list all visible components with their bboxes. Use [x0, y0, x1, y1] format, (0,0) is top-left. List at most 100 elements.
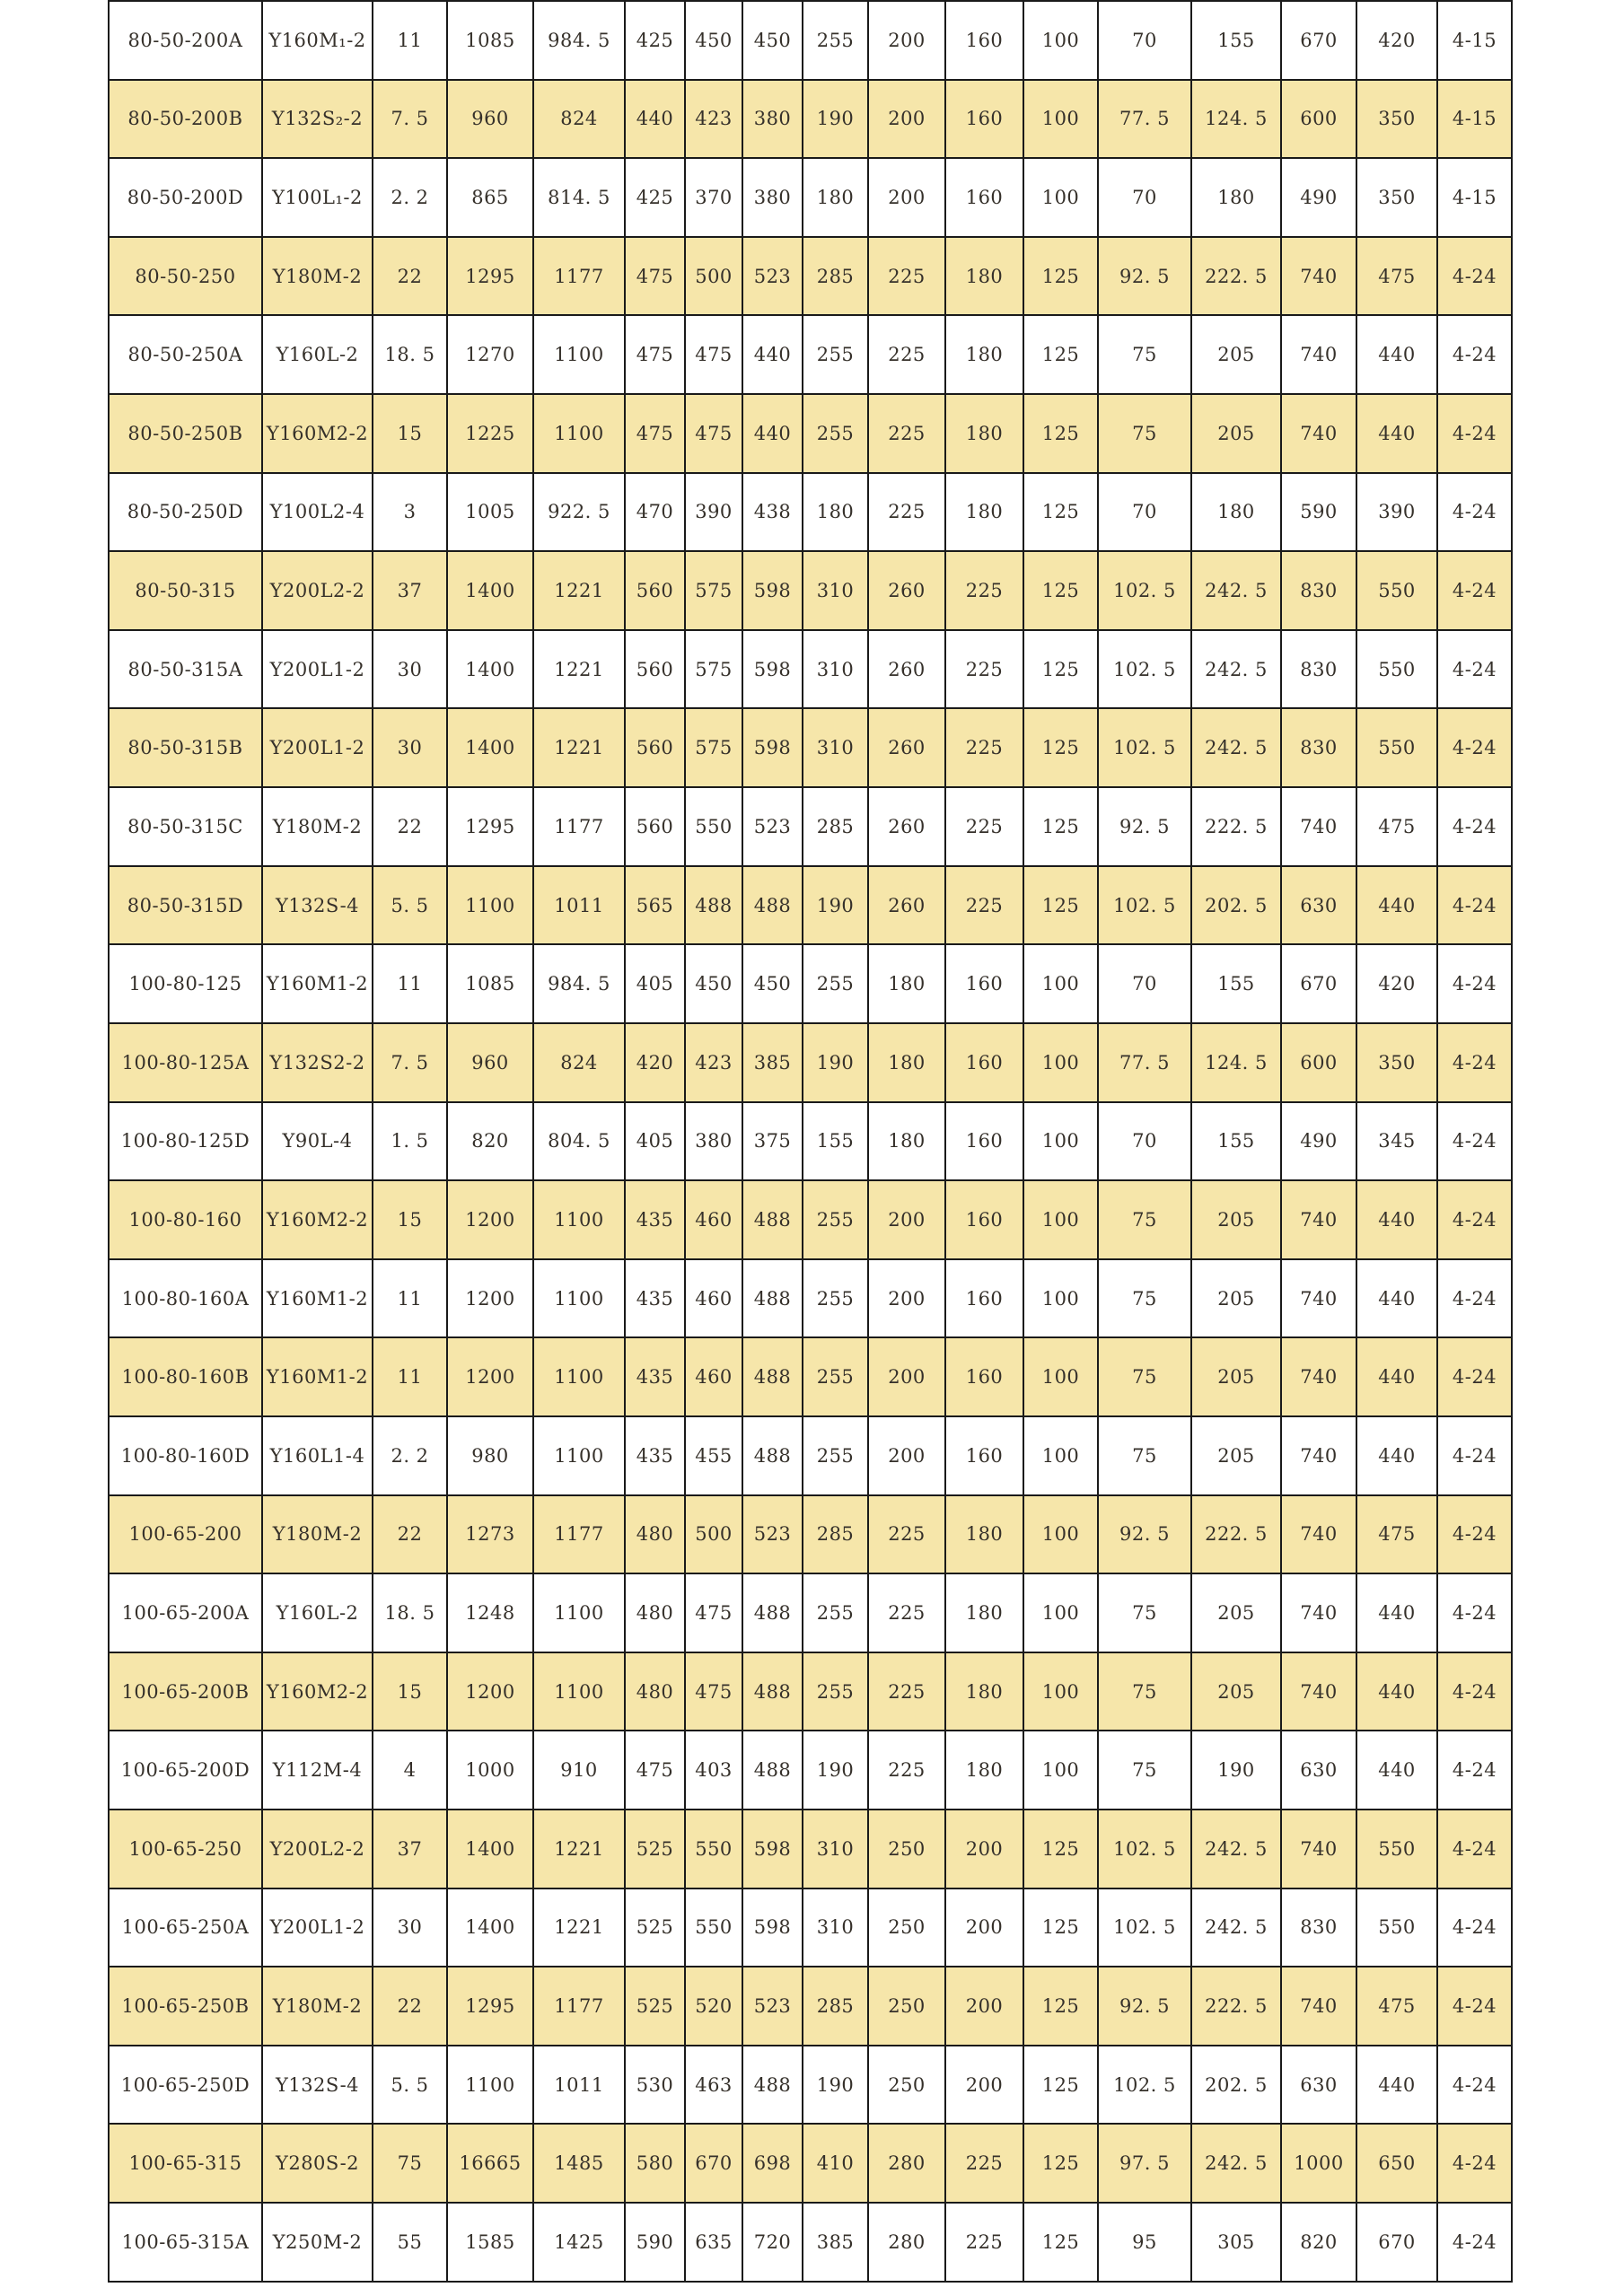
table-cell: 180	[946, 1495, 1024, 1575]
table-cell: 225	[869, 1652, 946, 1732]
table-cell: 523	[743, 1495, 803, 1575]
table-cell: 260	[869, 709, 946, 789]
table-cell: 180	[946, 1652, 1024, 1732]
table-cell: 180	[869, 1023, 946, 1103]
table-cell: 92. 5	[1099, 237, 1192, 317]
table-cell: 1221	[534, 709, 626, 789]
table-cell: 550	[1357, 630, 1438, 710]
table-cell: Y100L₁-2	[263, 159, 373, 238]
table-cell: 560	[626, 709, 686, 789]
table-cell: 450	[686, 2, 743, 81]
table-cell: 190	[803, 866, 869, 946]
table-row: 80-50-315A Y200L1-2 30 1400 1221 560 575 598 310…	[110, 630, 1513, 710]
table-cell: 125	[1024, 2125, 1099, 2204]
table-cell: 30	[373, 709, 448, 789]
table-cell: 670	[1357, 2204, 1438, 2283]
table-cell: 125	[1024, 1889, 1099, 1968]
table-cell: 475	[626, 1731, 686, 1811]
table-cell: 205	[1192, 1574, 1282, 1653]
table-cell: 80-50-315A	[110, 630, 263, 710]
table-cell: 100	[1024, 2, 1099, 81]
table-cell: 475	[1357, 237, 1438, 317]
table-cell: 350	[1357, 80, 1438, 160]
table-row: 100-65-250D Y132S-4 5. 5 1100 1011 530 463 488 1…	[110, 2046, 1513, 2125]
table-cell: 375	[743, 1102, 803, 1182]
table-cell: 420	[1357, 2, 1438, 81]
table-cell: 200	[869, 2, 946, 81]
table-cell: 100-80-125A	[110, 1023, 263, 1103]
table-cell: 984. 5	[534, 945, 626, 1024]
table-cell: 440	[1357, 1574, 1438, 1653]
table-row: 80-50-315 Y200L2-2 37 1400 1221 560 575 598 310 2…	[110, 552, 1513, 631]
table-cell: 600	[1282, 1023, 1357, 1103]
table-cell: 4-15	[1438, 80, 1513, 160]
table-cell: 4-24	[1438, 1889, 1513, 1968]
table-cell: 100-65-315	[110, 2125, 263, 2204]
table-row: 80-50-315D Y132S-4 5. 5 1100 1011 565 488 488 19…	[110, 866, 1513, 946]
table-cell: 125	[1024, 1810, 1099, 1889]
table-cell: 4-24	[1438, 709, 1513, 789]
table-cell: 1200	[448, 1652, 534, 1732]
table-cell: 200	[946, 2046, 1024, 2125]
table-cell: 420	[626, 1023, 686, 1103]
table-cell: 4-24	[1438, 473, 1513, 553]
table-cell: 1100	[534, 1652, 626, 1732]
table-cell: 102. 5	[1099, 552, 1192, 631]
table-cell: 523	[743, 1967, 803, 2046]
table-cell: 310	[803, 709, 869, 789]
table-cell: 390	[686, 473, 743, 553]
table-cell: 22	[373, 237, 448, 317]
table-cell: 160	[946, 1416, 1024, 1496]
table-cell: 560	[626, 552, 686, 631]
table-cell: 222. 5	[1192, 237, 1282, 317]
table-cell: 984. 5	[534, 2, 626, 81]
table-cell: 1221	[534, 630, 626, 710]
table-cell: 488	[743, 1731, 803, 1811]
table-row: 80-50-250A Y160L-2 18. 5 1270 1100 475 475 440 2…	[110, 316, 1513, 396]
table-cell: Y180M-2	[263, 788, 373, 867]
table-cell: 180	[803, 159, 869, 238]
table-cell: 260	[869, 788, 946, 867]
table-cell: 4-24	[1438, 1967, 1513, 2046]
table-cell: Y180M-2	[263, 237, 373, 317]
table-cell: 242. 5	[1192, 1810, 1282, 1889]
table-cell: 1085	[448, 2, 534, 81]
table-cell: 100-80-160D	[110, 1416, 263, 1496]
table-row: 100-65-200 Y180M-2 22 1273 1177 480 500 523 285 2…	[110, 1495, 1513, 1575]
table-cell: 4-24	[1438, 1652, 1513, 1732]
table-row: 100-65-315 Y280S-2 75 16665 1485 580 670 698 410…	[110, 2125, 1513, 2204]
table-cell: 1177	[534, 788, 626, 867]
table-cell: 180	[1192, 473, 1282, 553]
table-cell: 100	[1024, 1338, 1099, 1417]
table-cell: 440	[1357, 1181, 1438, 1260]
table-cell: 1400	[448, 630, 534, 710]
table-cell: Y160L1-4	[263, 1416, 373, 1496]
table-cell: 910	[534, 1731, 626, 1811]
table-cell: 180	[946, 473, 1024, 553]
table-cell: 75	[1099, 316, 1192, 396]
table-cell: 1485	[534, 2125, 626, 2204]
table-cell: 350	[1357, 1023, 1438, 1103]
table-row: 80-50-315B Y200L1-2 30 1400 1221 560 575 598 310…	[110, 709, 1513, 789]
table-cell: 160	[946, 1181, 1024, 1260]
table-cell: 15	[373, 395, 448, 474]
table-cell: 77. 5	[1099, 1023, 1192, 1103]
table-cell: 100-65-250B	[110, 1967, 263, 2046]
table-cell: 1177	[534, 1967, 626, 2046]
table-cell: 225	[946, 2125, 1024, 2204]
table-cell: 242. 5	[1192, 630, 1282, 710]
table-cell: 740	[1282, 395, 1357, 474]
table-cell: 205	[1192, 1181, 1282, 1260]
table-row: 100-80-160A Y160M1-2 11 1200 1100 435 460 488 25…	[110, 1259, 1513, 1339]
table-cell: 980	[448, 1416, 534, 1496]
table-cell: 1585	[448, 2204, 534, 2283]
table-cell: 1000	[448, 1731, 534, 1811]
table-cell: 550	[1357, 1889, 1438, 1968]
table-cell: 425	[626, 2, 686, 81]
table-cell: 225	[869, 395, 946, 474]
table-cell: 205	[1192, 1416, 1282, 1496]
table-cell: 225	[869, 237, 946, 317]
table-cell: 22	[373, 788, 448, 867]
table-cell: 200	[869, 80, 946, 160]
table-cell: Y160M1-2	[263, 1338, 373, 1417]
